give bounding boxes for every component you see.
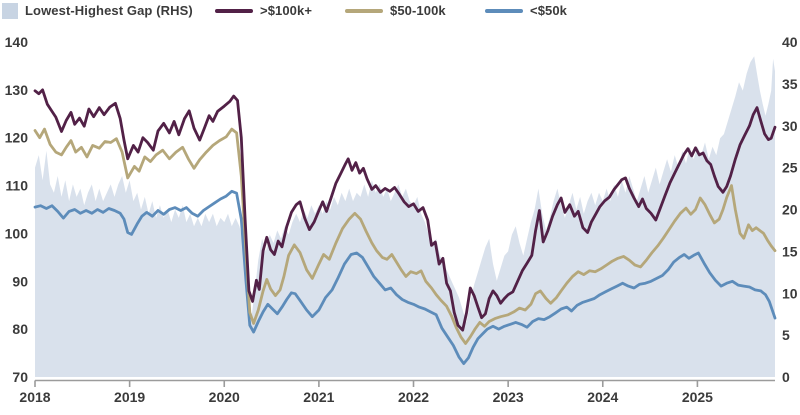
gap-area-swatch [2,2,18,19]
year-label: 2021 [303,389,334,405]
legend-label-gap: Lowest-Highest Gap (RHS) [25,3,193,18]
under-50k-line-path [33,189,777,366]
right-axis-tick-label: 15 [782,243,798,259]
under-50k-line [33,189,777,366]
left-axis-tick-label: 100 [5,225,29,241]
mid-50-100k-line-swatch [345,8,383,13]
right-axis-labels: 40 35 30 25 20 15 10 5 0 [782,34,798,385]
right-axis-tick-label: 10 [782,285,798,301]
legend-item-gap: Lowest-Highest Gap (RHS) [2,2,193,19]
right-axis-tick-label: 20 [782,202,798,218]
mid-50-100k-line [33,127,777,345]
x-axis-labels: 2018 2019 2020 2021 2022 2023 2024 2025 [19,389,713,405]
chart-legend: Lowest-Highest Gap (RHS) >$100k+ $50-100… [0,0,800,22]
legend-item-under-50k: <$50k [485,2,567,19]
right-axis-tick-label: 5 [782,327,790,343]
over-100k-line-swatch [215,8,253,13]
left-axis-tick-label: 130 [5,82,29,98]
left-axis-labels: 140 130 120 110 100 90 80 70 [5,34,29,385]
under-50k-line-swatch [485,8,523,13]
year-label: 2025 [682,389,713,405]
left-axis-tick-label: 70 [12,369,28,385]
left-axis-tick-label: 140 [5,34,29,50]
legend-item-over-100k: >$100k+ [215,2,312,19]
right-axis-tick-label: 0 [782,369,790,385]
year-label: 2024 [587,389,618,405]
right-axis-tick-label: 40 [782,34,798,50]
legend-label-50-100k: $50-100k [390,3,446,18]
legend-label-over-100k: >$100k+ [260,3,313,18]
gap-area-series [35,56,775,377]
left-axis-tick-label: 90 [12,273,28,289]
year-label: 2018 [19,389,50,405]
right-axis-tick-label: 30 [782,118,798,134]
left-axis-tick-label: 110 [5,178,28,194]
year-label: 2022 [398,389,429,405]
right-axis-tick-label: 35 [782,76,798,92]
legend-label-under-50k: <$50k [530,3,568,18]
year-label: 2020 [209,389,240,405]
x-axis [34,379,775,387]
year-label: 2023 [493,389,524,405]
left-axis-tick-label: 80 [12,321,28,337]
mid-50-100k-line-path [33,127,777,345]
legend-item-50-100k: $50-100k [345,2,446,19]
over-100k-line-path [33,88,777,332]
right-axis-tick-label: 25 [782,160,798,176]
gap-area-series-fill [35,56,775,377]
left-axis-tick-label: 120 [5,130,29,146]
over-100k-line [33,88,777,332]
year-label: 2019 [114,389,145,405]
